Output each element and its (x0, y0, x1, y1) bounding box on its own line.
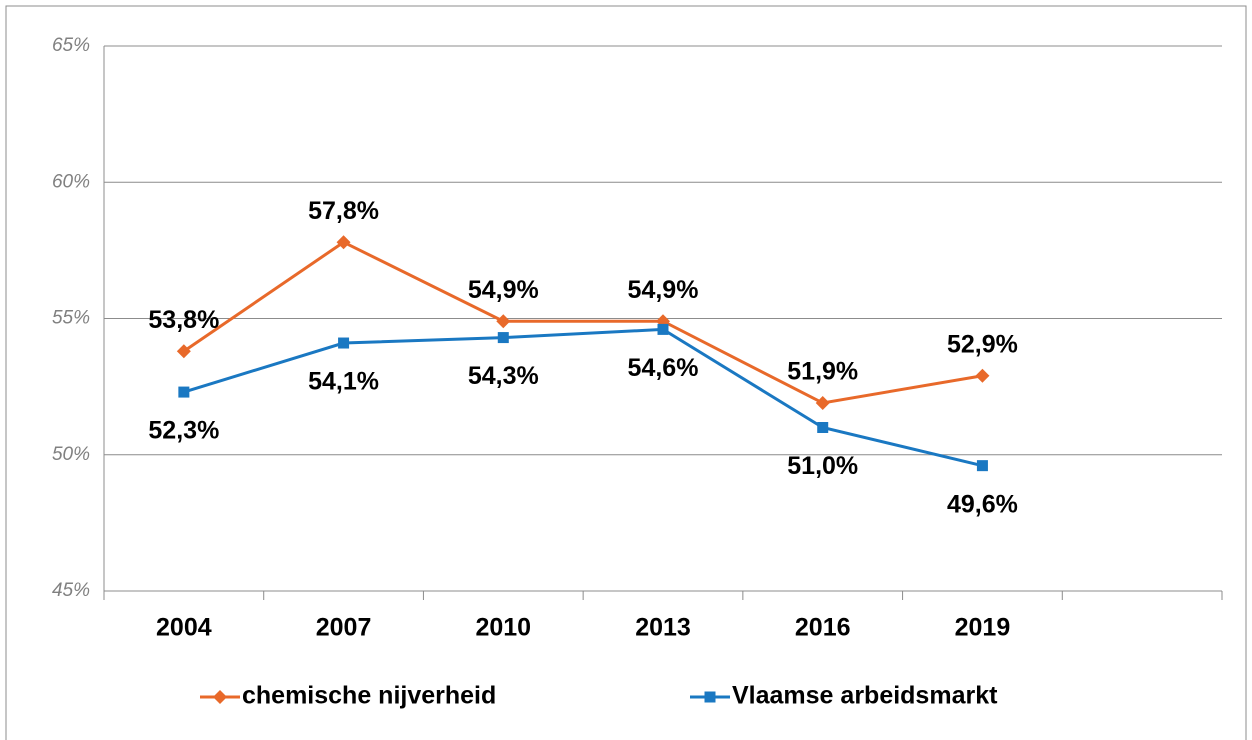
series-line (183, 240, 983, 405)
data-label: 54,1% (308, 368, 379, 396)
y-tick-label: 55% (52, 308, 90, 329)
data-label: 51,9% (787, 358, 858, 386)
legend-marker (213, 690, 227, 704)
data-label: 52,9% (947, 330, 1018, 358)
legend-label: chemische nijverheid (242, 682, 496, 710)
data-label: 51,0% (787, 452, 858, 480)
legend-label: Vlaamse arbeidsmarkt (732, 682, 998, 710)
marker (975, 368, 990, 383)
marker (815, 395, 830, 410)
y-tick-label: 60% (52, 171, 90, 192)
x-tick-label: 2010 (475, 614, 531, 642)
marker (176, 344, 191, 359)
marker (338, 337, 350, 349)
chart-frame (5, 5, 1247, 740)
x-tick-label: 2004 (156, 614, 212, 642)
x-tick-label: 2016 (795, 614, 851, 642)
y-tick-label: 50% (52, 444, 90, 465)
marker (178, 386, 190, 398)
data-label: 54,6% (628, 354, 699, 382)
x-tick-label: 2019 (955, 614, 1011, 642)
data-label: 54,3% (468, 362, 539, 390)
data-label: 52,3% (148, 417, 219, 445)
legend-marker (704, 691, 716, 703)
marker (817, 422, 829, 433)
marker (497, 332, 509, 344)
data-label: 53,8% (148, 306, 219, 334)
data-label: 57,8% (308, 197, 379, 225)
x-tick-label: 2007 (316, 614, 372, 642)
data-label: 54,9% (628, 276, 699, 304)
series-line (183, 327, 983, 468)
x-tick-label: 2013 (635, 614, 691, 642)
y-tick-label: 45% (52, 580, 90, 601)
y-tick-label: 65% (52, 35, 90, 56)
marker (976, 460, 988, 472)
marker (657, 323, 669, 335)
marker (496, 314, 511, 329)
marker (336, 235, 351, 250)
data-label: 49,6% (947, 490, 1018, 518)
data-label: 54,9% (468, 276, 539, 304)
